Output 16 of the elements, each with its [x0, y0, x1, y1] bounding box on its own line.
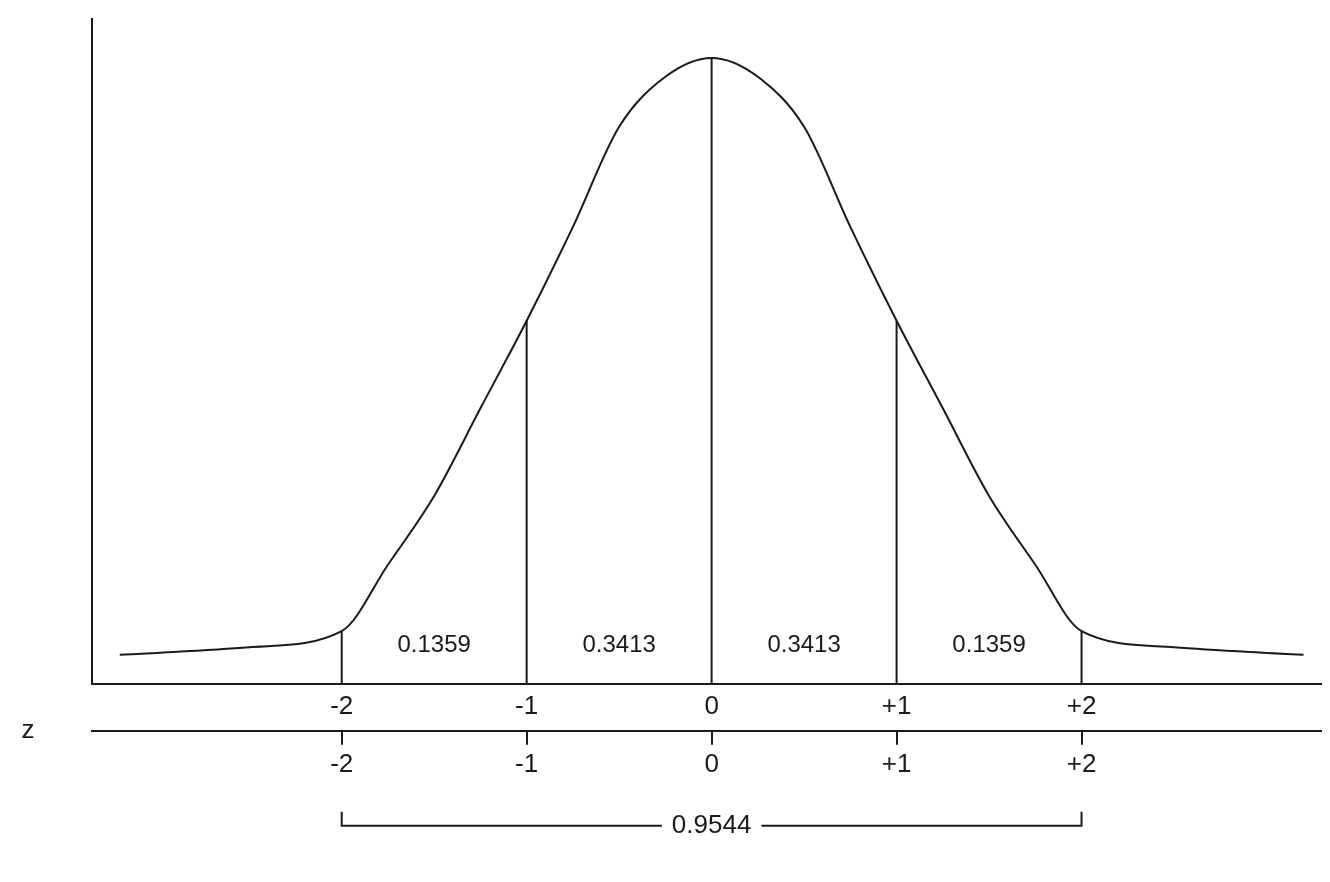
x-tick-label: -2	[330, 747, 354, 778]
x2-tick-label: -1	[515, 690, 539, 721]
x-tick-label: +1	[881, 747, 912, 778]
x2-axis-title: z	[21, 713, 35, 744]
annotation: 0.1359	[952, 630, 1026, 658]
annotation: 0.3413	[767, 630, 841, 658]
annotation: 0.3413	[582, 630, 656, 658]
x2-tick-label: +2	[1066, 690, 1097, 721]
annotation: 0.1359	[397, 630, 471, 658]
x2-tick-label: +1	[881, 690, 912, 721]
x-tick-label: 0	[704, 747, 719, 778]
text: 0.9544	[671, 808, 752, 839]
x2-tick-label: -2	[330, 690, 354, 721]
x2-tick-label: 0	[704, 690, 719, 721]
x-tick-label: -1	[515, 747, 539, 778]
x-tick-label: +2	[1066, 747, 1097, 778]
